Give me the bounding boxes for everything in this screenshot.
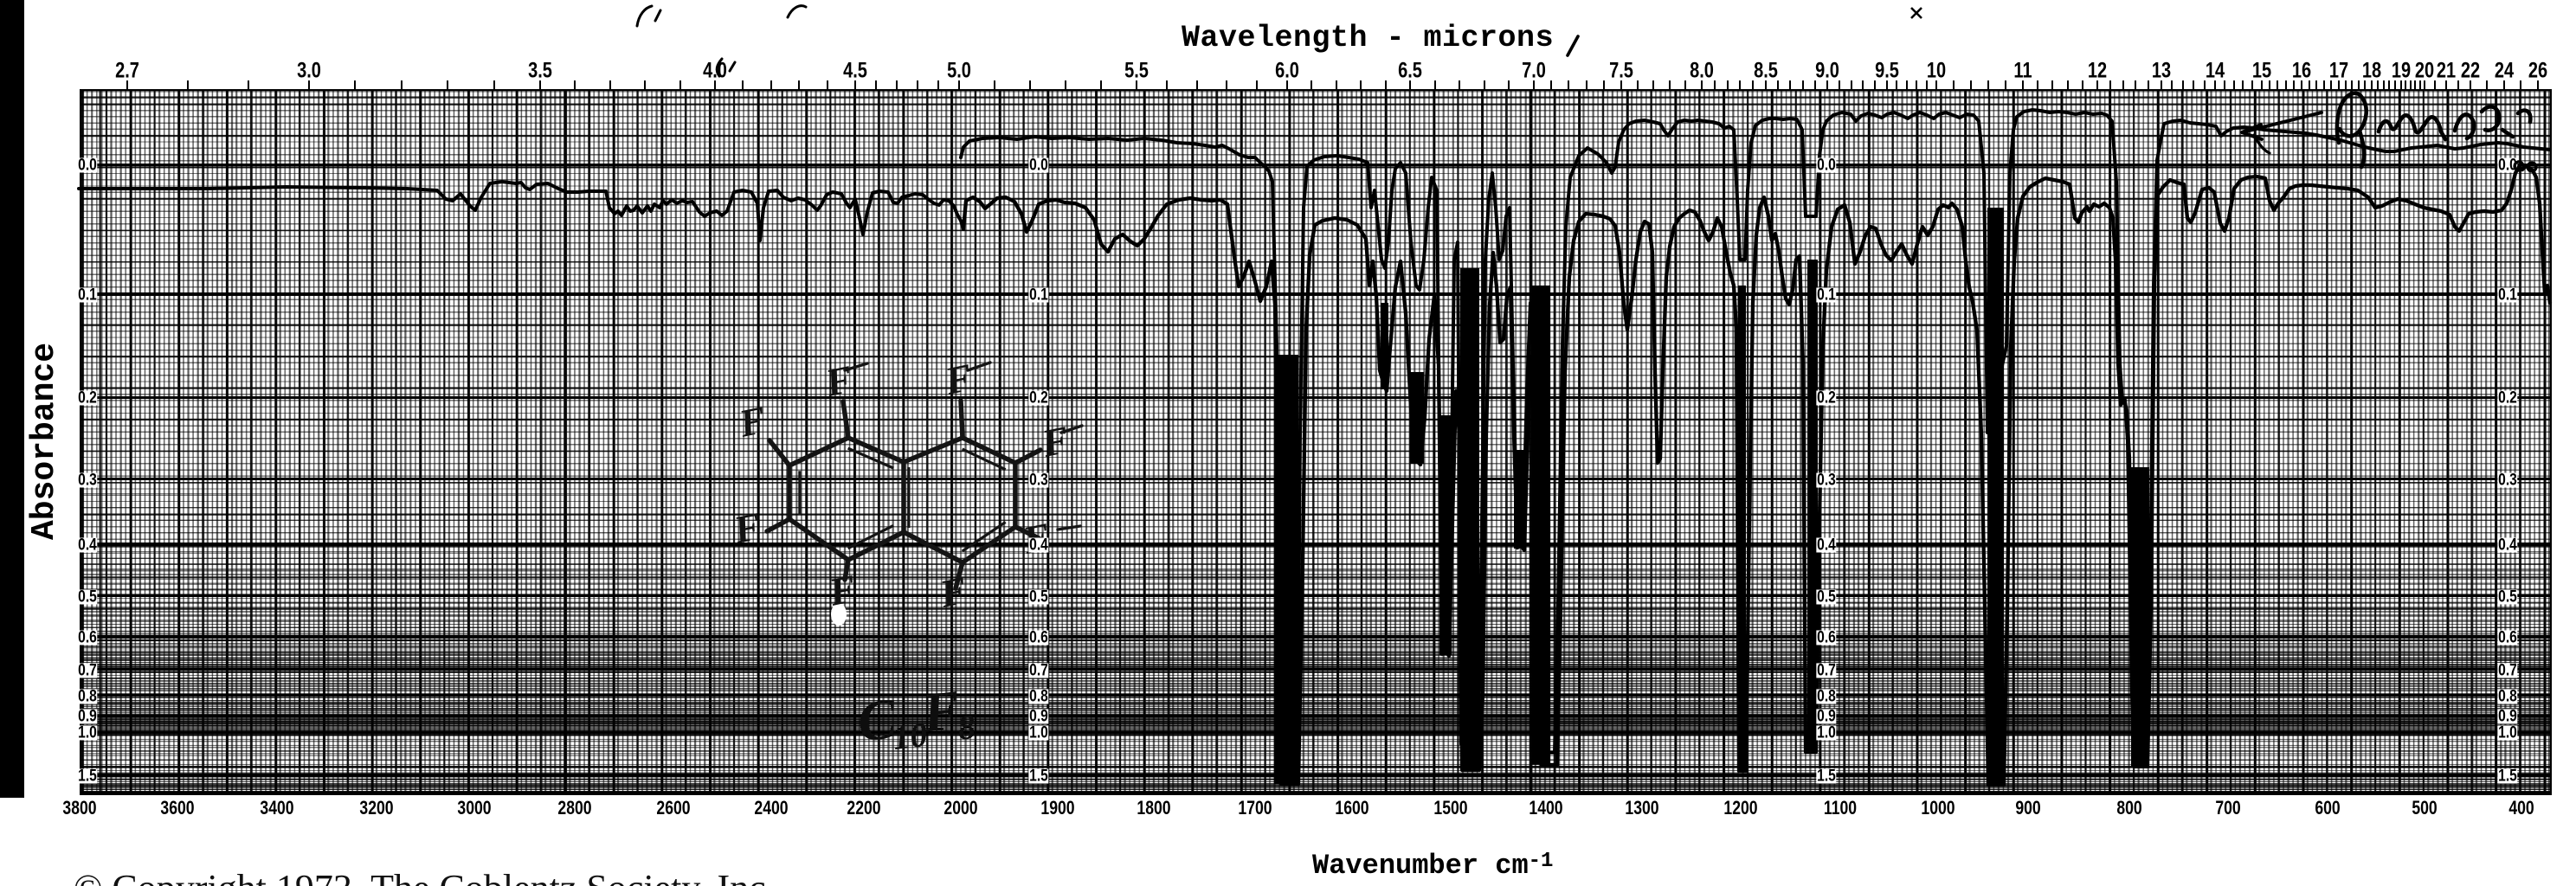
svg-text:F: F: [730, 504, 765, 552]
svg-text:F: F: [1038, 418, 1073, 465]
svg-text:F: F: [936, 568, 971, 616]
svg-text:F: F: [821, 357, 857, 405]
svg-text:F: F: [941, 356, 976, 403]
svg-text:C: C: [854, 687, 901, 754]
svg-text:10: 10: [891, 715, 930, 758]
svg-text:F: F: [825, 567, 860, 614]
svg-text:8: 8: [956, 707, 977, 748]
svg-text:F: F: [735, 398, 770, 446]
svg-text:F: F: [918, 678, 963, 744]
